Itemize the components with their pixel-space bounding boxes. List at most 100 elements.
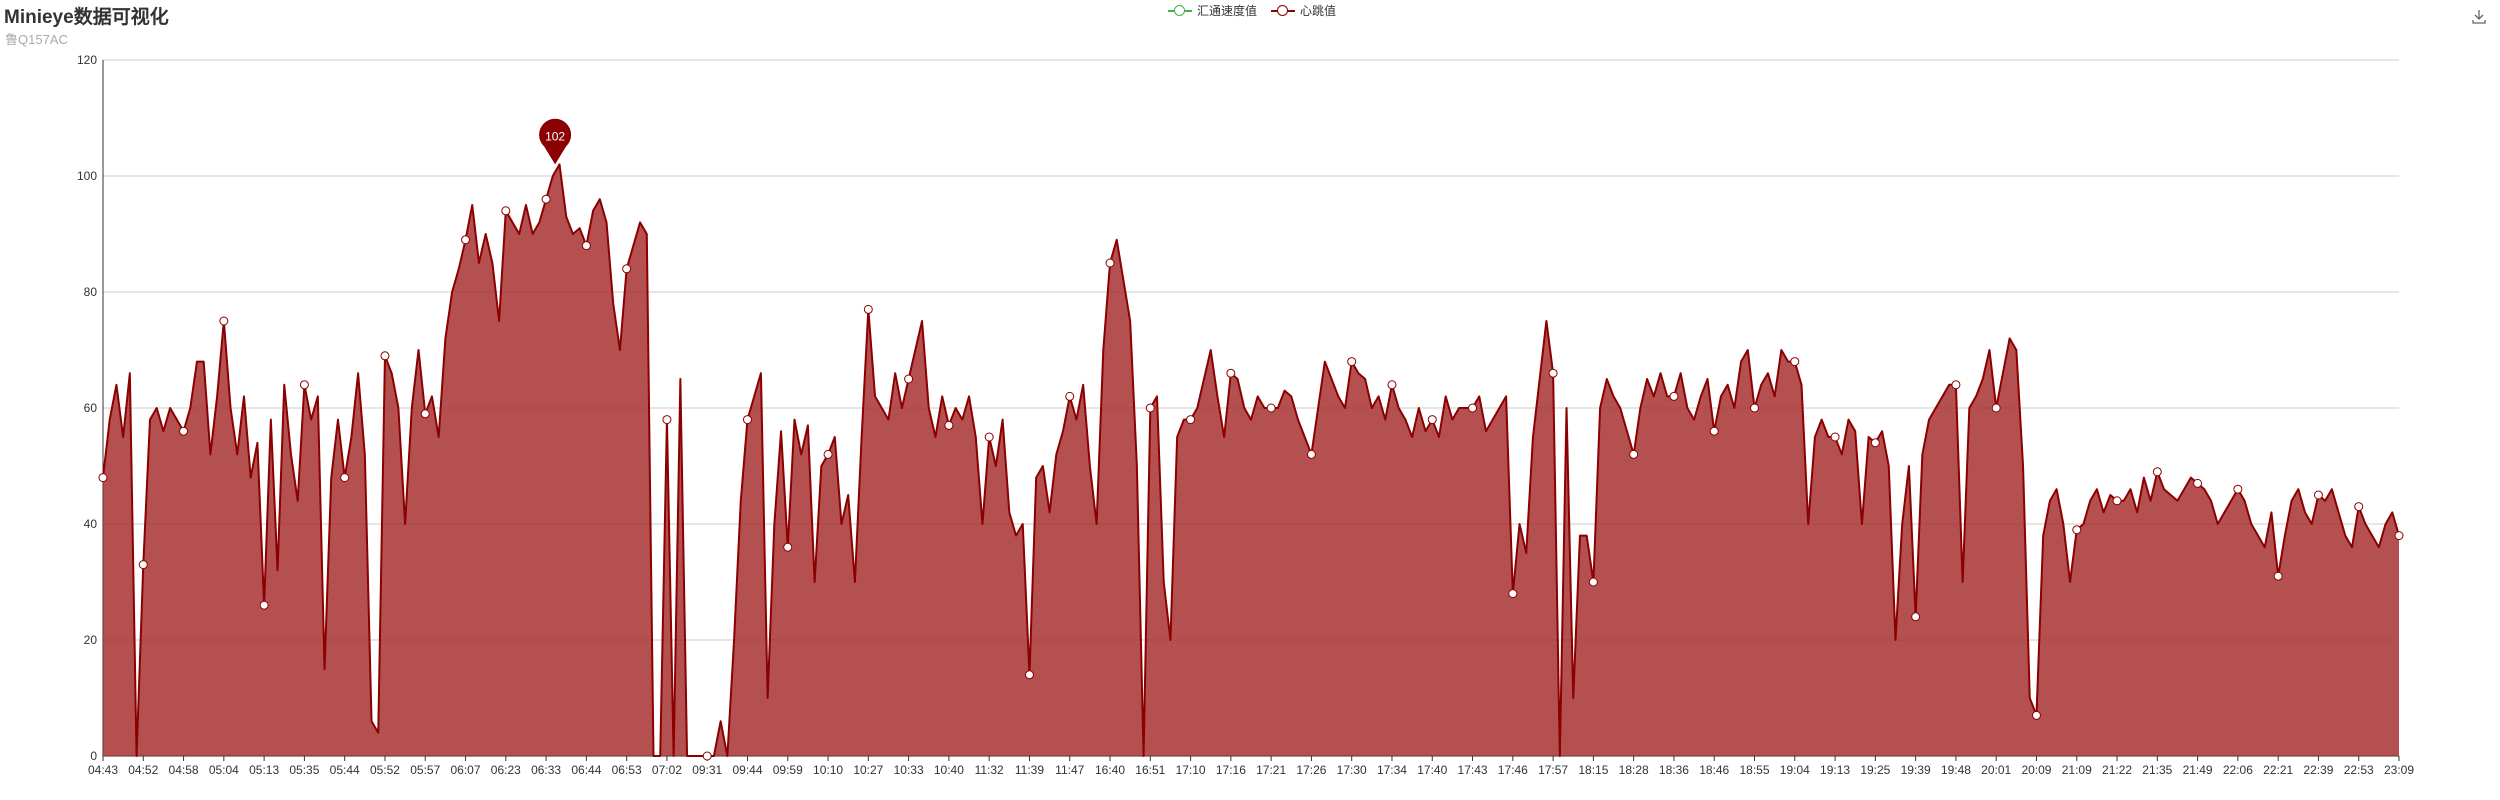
data-point (1911, 612, 1921, 622)
data-point (501, 206, 511, 216)
legend-item-heartbeat[interactable]: 心跳值 (1271, 2, 1336, 19)
legend-item-speed[interactable]: 汇通速度值 (1168, 2, 1257, 19)
data-point (944, 420, 954, 430)
data-point (622, 264, 632, 274)
data-point (1750, 403, 1760, 413)
x-tick-label: 18:55 (1739, 763, 1769, 777)
x-tick-label: 21:49 (2183, 763, 2213, 777)
data-point (259, 600, 269, 610)
x-tick-label: 17:10 (1176, 763, 1206, 777)
data-point (1427, 415, 1437, 425)
x-tick-label: 19:39 (1901, 763, 1931, 777)
data-point (1145, 403, 1155, 413)
heartbeat-line (102, 163, 2400, 757)
x-tick-label: 17:21 (1256, 763, 1286, 777)
data-point (984, 432, 994, 442)
x-tick-label: 17:40 (1417, 763, 1447, 777)
x-tick-label: 05:35 (289, 763, 319, 777)
x-tick-label: 18:36 (1659, 763, 1689, 777)
data-point (2273, 571, 2283, 581)
x-tick-label: 10:10 (813, 763, 843, 777)
data-point (179, 426, 189, 436)
x-tick-label: 09:59 (773, 763, 803, 777)
y-tick-label: 40 (84, 517, 98, 531)
legend-label-heartbeat: 心跳值 (1300, 4, 1337, 18)
data-point (420, 409, 430, 419)
data-point (1790, 357, 1800, 367)
x-tick-label: 10:27 (853, 763, 883, 777)
data-point (1024, 670, 1034, 680)
x-tick-label: 07:02 (652, 763, 682, 777)
data-point (1266, 403, 1276, 413)
x-tick-label: 05:44 (330, 763, 360, 777)
data-point (2354, 502, 2364, 512)
x-tick-label: 05:52 (370, 763, 400, 777)
x-tick-label: 06:53 (612, 763, 642, 777)
data-point (1186, 415, 1196, 425)
legend-label-speed: 汇通速度值 (1197, 4, 1258, 18)
data-point (662, 415, 672, 425)
heartbeat-area (103, 164, 2399, 756)
x-tick-label: 17:26 (1296, 763, 1326, 777)
x-tick-label: 19:13 (1820, 763, 1850, 777)
data-point (1226, 368, 1236, 378)
data-point (1065, 391, 1075, 401)
data-point (219, 316, 229, 326)
y-tick-label: 100 (77, 169, 97, 183)
y-tick-label: 120 (77, 53, 97, 67)
x-tick-label: 21:22 (2102, 763, 2132, 777)
x-tick-label: 05:04 (209, 763, 239, 777)
data-point (1951, 380, 1961, 390)
x-tick-label: 17:57 (1538, 763, 1568, 777)
data-point (742, 415, 752, 425)
x-tick-label: 06:44 (571, 763, 601, 777)
y-tick-label: 80 (84, 285, 98, 299)
data-point (823, 449, 833, 459)
x-tick-label: 04:43 (88, 763, 118, 777)
data-point (1347, 357, 1357, 367)
y-tick-label: 0 (90, 749, 97, 763)
x-tick-label: 17:43 (1458, 763, 1488, 777)
download-icon[interactable] (2470, 8, 2488, 26)
x-tick-label: 19:48 (1941, 763, 1971, 777)
x-tick-label: 16:40 (1095, 763, 1125, 777)
y-tick-label: 20 (84, 633, 98, 647)
data-point (1468, 403, 1478, 413)
x-tick-label: 16:51 (1135, 763, 1165, 777)
data-point (783, 542, 793, 552)
x-tick-label: 21:09 (2062, 763, 2092, 777)
data-point (541, 194, 551, 204)
chart-legend: 汇通速度值 心跳值 (1168, 2, 1350, 19)
x-tick-label: 09:31 (692, 763, 722, 777)
x-tick-label: 06:07 (451, 763, 481, 777)
x-tick-label: 10:40 (934, 763, 964, 777)
x-tick-label: 04:52 (128, 763, 158, 777)
data-point (1991, 403, 2001, 413)
x-tick-label: 17:46 (1498, 763, 1528, 777)
x-tick-label: 22:39 (2303, 763, 2333, 777)
data-point (1588, 577, 1598, 587)
x-tick-label: 20:09 (2021, 763, 2051, 777)
data-point (2394, 531, 2404, 541)
legend-swatch-heartbeat (1271, 4, 1296, 17)
data-point (98, 473, 108, 483)
data-point (2072, 525, 2082, 535)
x-tick-label: 18:28 (1619, 763, 1649, 777)
data-point (2193, 478, 2203, 488)
data-point (702, 751, 712, 761)
data-point (904, 374, 914, 384)
data-point (863, 304, 873, 314)
x-tick-label: 05:13 (249, 763, 279, 777)
x-tick-label: 04:58 (169, 763, 199, 777)
x-tick-label: 11:39 (1015, 763, 1044, 777)
page-subtitle: 鲁Q157AC (5, 32, 68, 47)
x-tick-label: 20:01 (1981, 763, 2011, 777)
data-point (2233, 484, 2243, 494)
data-point (1548, 368, 1558, 378)
x-tick-label: 06:33 (531, 763, 561, 777)
data-point (2313, 490, 2323, 500)
x-tick-label: 22:06 (2223, 763, 2253, 777)
data-point (1709, 426, 1719, 436)
data-point (581, 241, 591, 251)
data-point (138, 560, 148, 570)
